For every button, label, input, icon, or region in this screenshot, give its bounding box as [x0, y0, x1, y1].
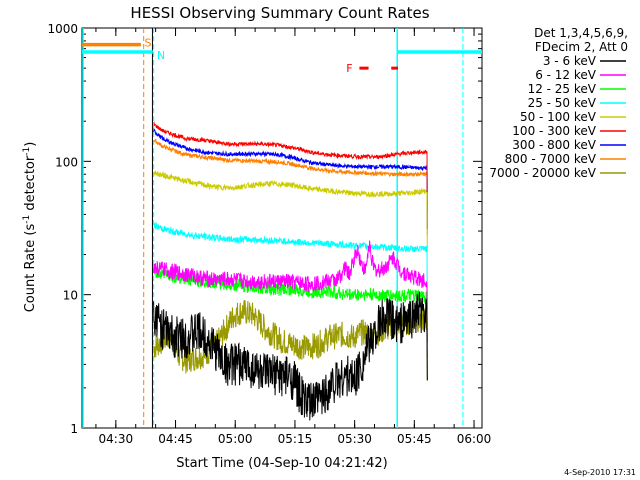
x-tick-label-2: 05:00 [218, 432, 253, 446]
legend: Det 1,3,4,5,6,9, FDecim 2, Att 0 3 - 6 k… [489, 26, 628, 180]
y-axis-label-main: Count Rate (s [23, 224, 38, 313]
y-tick-label-1: 10 [63, 289, 78, 303]
chart-title: HESSI Observing Summary Count Rates [130, 4, 429, 22]
legend-label-5: 100 - 300 keV [512, 124, 596, 138]
series-line-3 [153, 221, 428, 310]
x-tick-label-6: 06:00 [457, 432, 492, 446]
series-line-5 [153, 121, 428, 213]
series-line-1 [153, 240, 428, 343]
footer-date: 4-Sep-2010 17:31 [564, 468, 636, 477]
y-axis-label-mid: detector [23, 155, 38, 215]
legend-label-6: 300 - 800 keV [512, 138, 596, 152]
series-line-7 [153, 139, 428, 236]
plot-content: SN F [82, 28, 482, 428]
x-tick-label-5: 05:45 [397, 432, 432, 446]
y-tick-label-2: 100 [55, 155, 78, 169]
y-axis-label-end: ) [23, 142, 38, 147]
x-tick-label-3: 05:15 [278, 432, 313, 446]
series-line-4 [153, 170, 428, 252]
legend-header-2: FDecim 2, Att 0 [535, 40, 628, 54]
legend-label-8: 7000 - 20000 keV [489, 166, 596, 180]
legend-label-0: 3 - 6 keV [543, 54, 597, 68]
x-tick-label-1: 04:45 [158, 432, 193, 446]
x-tick-label-4: 05:30 [337, 432, 372, 446]
plot-frame [81, 27, 483, 429]
x-tick-label-0: 04:30 [99, 432, 134, 446]
y-axis-label-sup2: -1 [22, 147, 32, 156]
legend-label-1: 6 - 12 keV [535, 68, 597, 82]
y-tick-label-3: 1000 [47, 22, 78, 36]
series-line-6 [153, 128, 428, 229]
y-axis-label-sup1: -1 [22, 215, 32, 224]
y-axis-label: Count Rate (s-1 detector-1) [22, 142, 38, 313]
legend-header-1: Det 1,3,4,5,6,9, [534, 26, 628, 40]
x-axis-label: Start Time (04-Sep-10 04:21:42) [176, 456, 387, 471]
flag-label-n: N [157, 49, 165, 62]
flag-label-s: S [144, 37, 151, 50]
series-line-8 [153, 299, 428, 381]
flag-label-f: F [346, 62, 352, 75]
plot-area: 04:30 04:45 05:00 05:15 05:30 05:45 06:00 1 10 10… [47, 22, 491, 446]
series-line-0 [153, 291, 428, 421]
legend-label-7: 800 - 7000 keV [505, 152, 597, 166]
legend-label-3: 25 - 50 keV [528, 96, 597, 110]
y-tick-label-0: 1 [70, 422, 78, 436]
legend-label-4: 50 - 100 keV [520, 110, 597, 124]
legend-label-2: 12 - 25 keV [528, 82, 597, 96]
